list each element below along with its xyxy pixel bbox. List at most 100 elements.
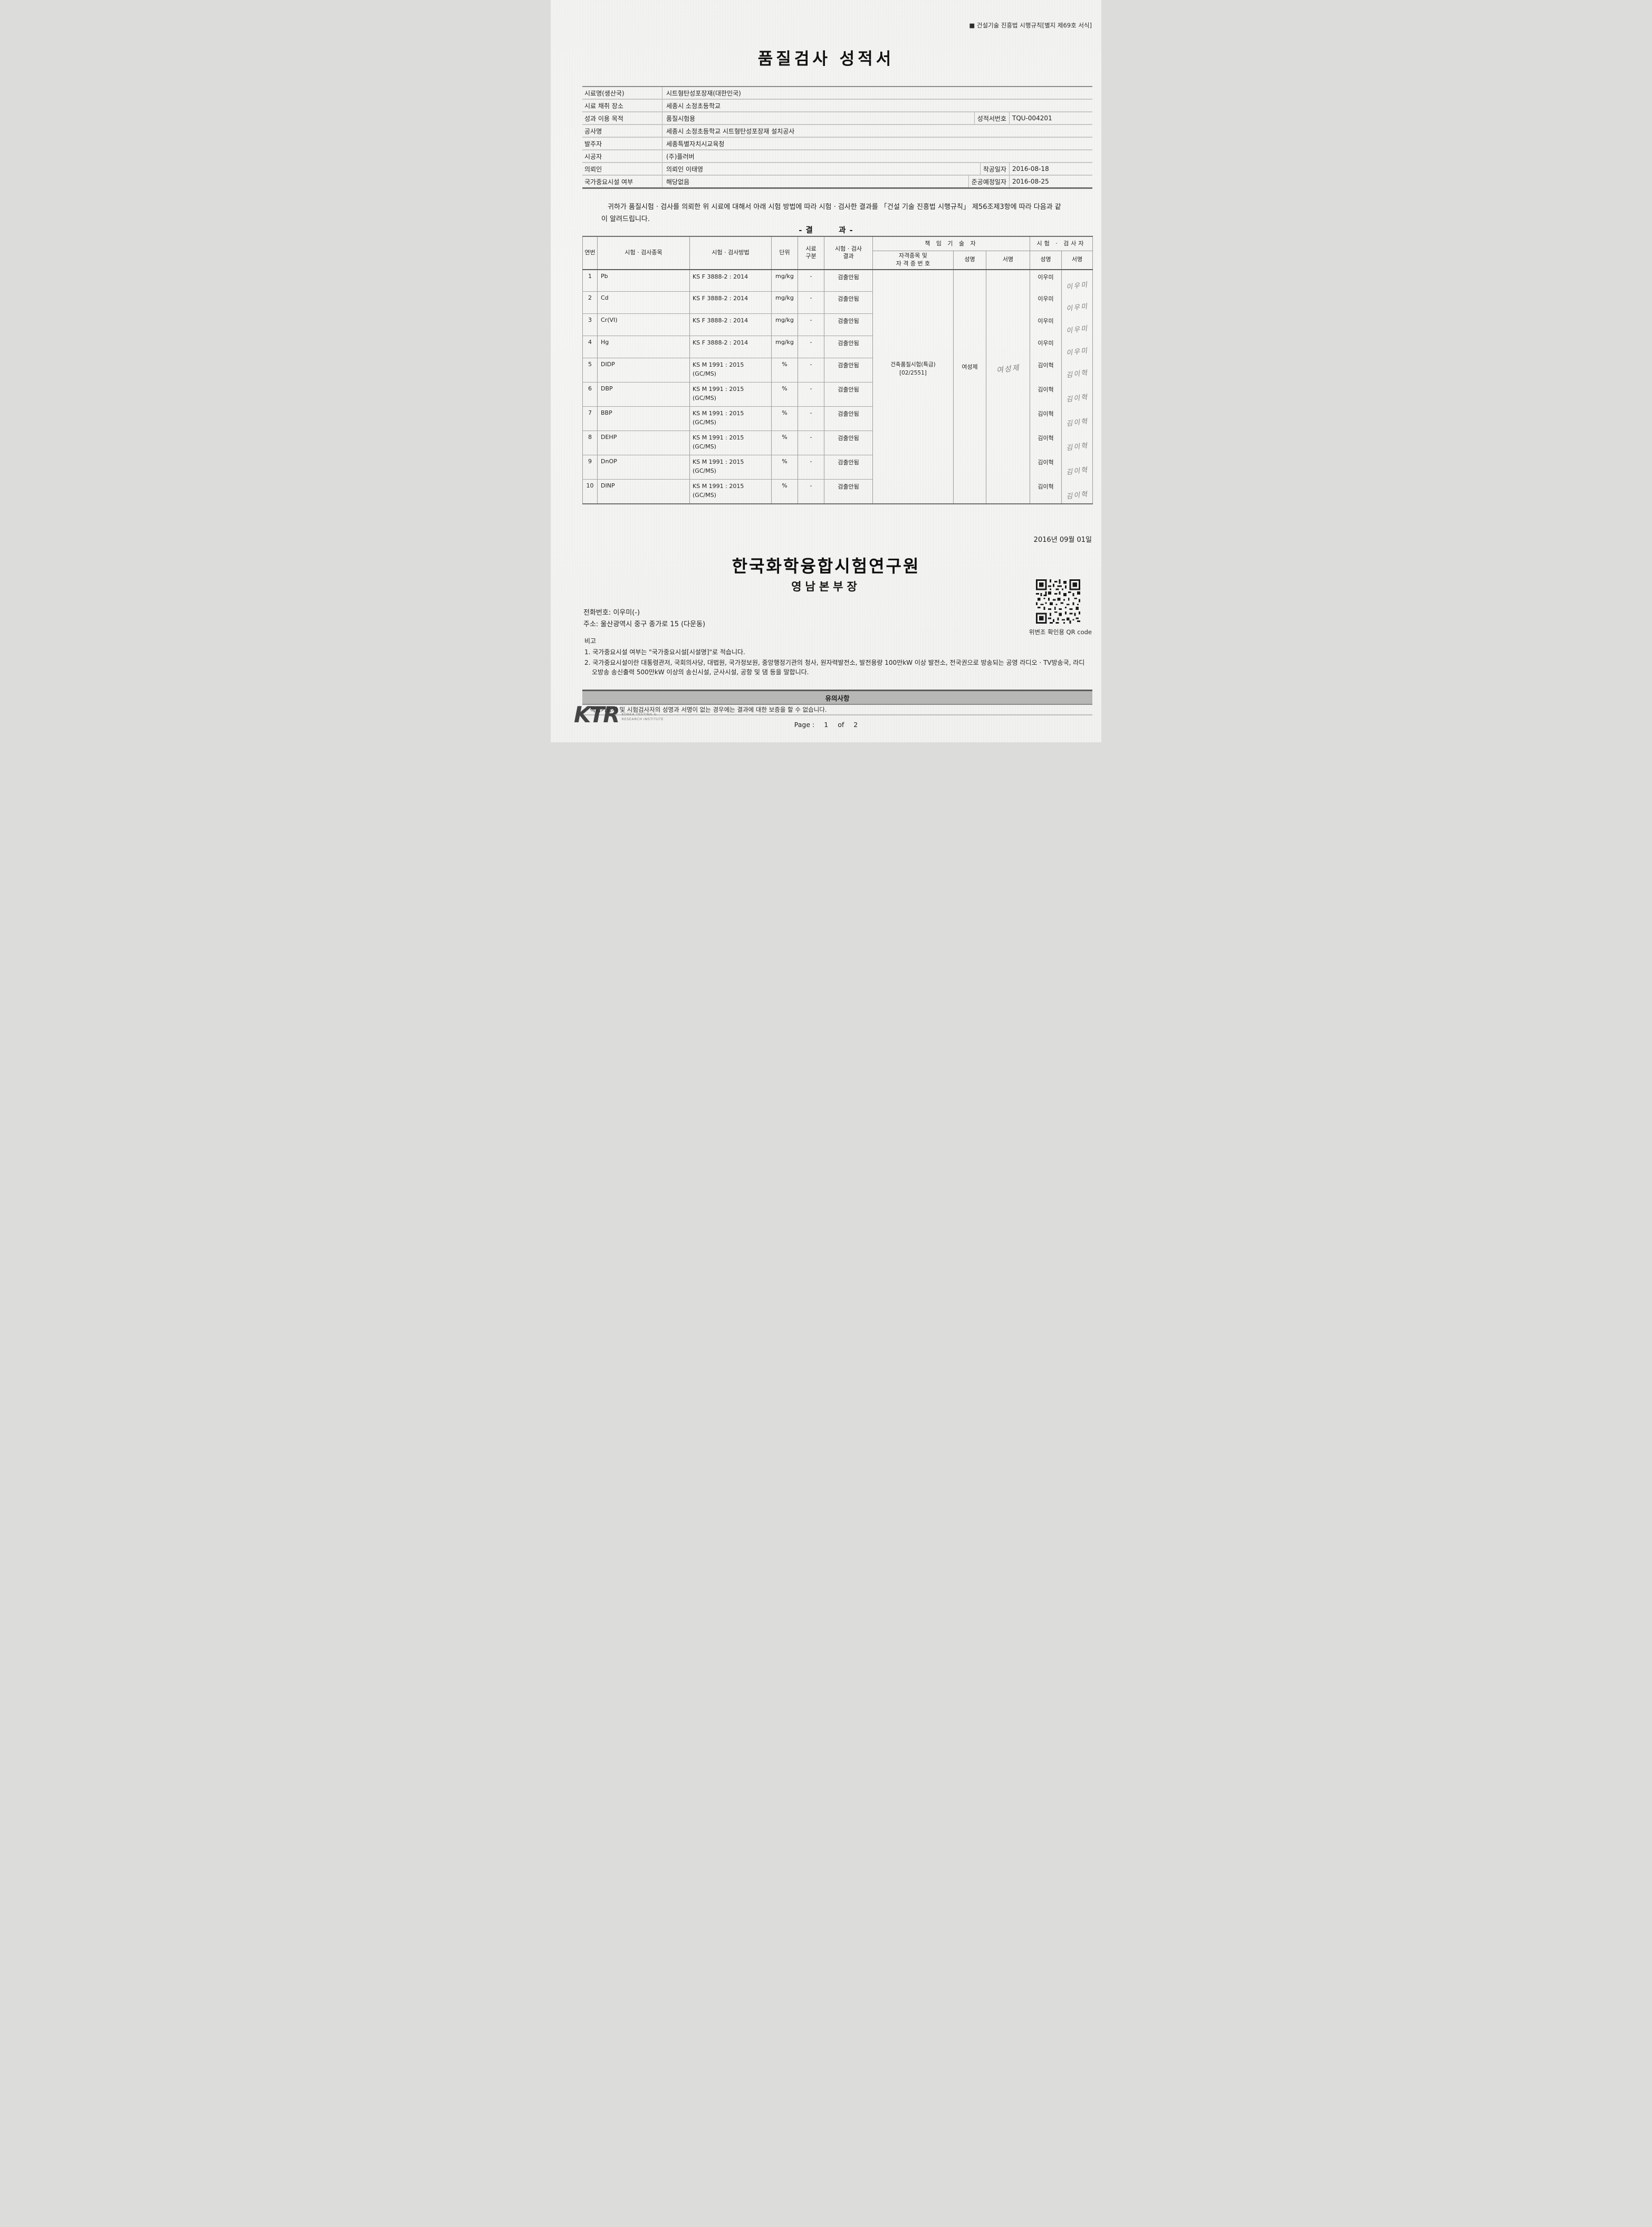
report-no-value: TQU-004201 <box>1009 112 1092 124</box>
cell-item: Pb <box>597 269 690 292</box>
responsible-signature-handwriting: 여성제 <box>995 364 1021 375</box>
cell-method: KS M 1991 : 2015 (GC/MS) <box>689 382 772 407</box>
start-date-value: 2016-08-18 <box>1009 163 1092 175</box>
table-row: 10 DINP KS M 1991 : 2015 (GC/MS) % - 검출안… <box>582 479 1093 504</box>
cell-item: DBP <box>597 382 690 407</box>
cell-result: 검출안됨 <box>824 406 873 432</box>
tester-signature-handwriting: 이우미 <box>1065 281 1089 292</box>
col-header-no: 연번 <box>582 236 598 270</box>
cell-tester-signature: 김이혁 <box>1061 406 1093 431</box>
cell-result: 검출안됨 <box>824 291 873 314</box>
cell-method: KS F 3888-2 : 2014 <box>689 313 772 337</box>
cell-no: 6 <box>582 382 598 407</box>
cell-no: 7 <box>582 406 598 432</box>
cell-item: DINP <box>597 479 690 504</box>
cell-result: 검출안됨 <box>824 358 873 383</box>
cell-responsible-name: 여성제 <box>953 269 986 504</box>
cell-method: KS F 3888-2 : 2014 <box>689 269 772 292</box>
page-title: 품질검사 성적서 <box>757 50 895 69</box>
cell-no: 4 <box>582 336 598 359</box>
disclaimer-text: 책임기술자 및 시험검사자의 성명과 서명이 없는 경우에는 결과에 대한 보증… <box>590 706 827 713</box>
tester-signature-handwriting: 김이혁 <box>1065 442 1089 453</box>
info-value: 세종특별자치시교육청 <box>662 138 1092 149</box>
ktr-logo-subtext-2: RESEARCH INSTITUTE <box>621 717 664 722</box>
page-of-label: of <box>838 721 844 729</box>
col-header-result: 시험 · 검사 결과 <box>824 236 873 270</box>
tester-signature-handwriting: 김이혁 <box>1065 466 1089 477</box>
cell-sample: - <box>798 358 824 383</box>
tester-signature-handwriting: 이우미 <box>1065 302 1089 313</box>
notes-heading: 비고 <box>584 637 597 645</box>
cell-unit: % <box>771 455 798 480</box>
table-row: 시료명(생산국) 시트형탄성포장재(대한민국) <box>582 87 1092 100</box>
cell-method: KS M 1991 : 2015 (GC/MS) <box>689 431 772 456</box>
cell-tester-name: 김이혁 <box>1030 431 1062 455</box>
cell-no: 2 <box>582 291 598 314</box>
organization-name: 한국화학융합시험연구원 <box>732 556 920 576</box>
cell-sample: - <box>798 479 824 504</box>
cell-sample: - <box>798 431 824 456</box>
cell-unit: % <box>771 479 798 504</box>
info-label: 공사명 <box>584 127 602 135</box>
results-table: 연번 시험 · 검사종목 시험 · 검사방법 단위 시료 구분 시험 · 검사 … <box>582 236 1093 504</box>
info-label: 국가중요시설 여부 <box>584 178 633 186</box>
col-header-resp-sign: 서명 <box>986 251 1030 270</box>
col-header-sample: 시료 구분 <box>798 236 824 270</box>
info-label: 시료 채취 장소 <box>584 102 623 110</box>
contact-address: 주소: 울산광역시 중구 종가로 15 (다운동) <box>583 620 706 628</box>
cell-result: 검출안됨 <box>824 336 873 359</box>
scanned-report-page: ■ 건설기술 진흥법 시행규칙[별지 제69호 서식] 품질검사 성적서 시료명… <box>551 0 1101 742</box>
cell-tester-signature: 김이혁 <box>1061 479 1093 504</box>
table-row: 공사명 세종시 소정초등학교 시트형탄성포장재 설치공사 <box>582 125 1092 138</box>
tester-signature-handwriting: 김이혁 <box>1065 490 1089 501</box>
table-row: 성과 이용 목적 품질시험용 성적서번호 TQU-004201 <box>582 112 1092 125</box>
cell-sample: - <box>798 336 824 359</box>
cell-method: KS M 1991 : 2015 (GC/MS) <box>689 479 772 504</box>
table-row: 국가중요시설 여부 해당없음 준공예정일자 2016-08-25 <box>582 176 1092 187</box>
cell-tester-name: 김이혁 <box>1030 406 1062 431</box>
qualification-title: 건축품질시험(특급) <box>890 361 936 368</box>
issue-date: 2016년 09월 01일 <box>1033 536 1092 544</box>
cell-no: 8 <box>582 431 598 456</box>
tester-signature-handwriting: 이우미 <box>1065 324 1089 336</box>
tester-signature-handwriting: 이우미 <box>1065 347 1089 358</box>
info-label: 시공자 <box>584 152 602 160</box>
cell-method: KS M 1991 : 2015 (GC/MS) <box>689 358 772 383</box>
group-header-responsible-engineer: 책 임 기 술 자 <box>872 236 1030 251</box>
info-label: 성과 이용 목적 <box>584 114 623 122</box>
start-date-label: 착공일자 <box>979 163 1009 175</box>
cell-tester-name: 이우미 <box>1030 269 1062 292</box>
cell-result: 검출안됨 <box>824 269 873 292</box>
cell-tester-signature: 이우미 <box>1061 291 1093 314</box>
cell-tester-name: 김이혁 <box>1030 382 1062 407</box>
cell-tester-signature: 김이혁 <box>1061 358 1093 383</box>
col-header-method: 시험 · 검사방법 <box>689 236 772 270</box>
col-header-unit: 단위 <box>771 236 798 270</box>
cell-tester-name: 이우미 <box>1030 291 1062 314</box>
cell-no: 9 <box>582 455 598 480</box>
cell-tester-signature: 김이혁 <box>1061 382 1093 407</box>
table-row: 4 Hg KS F 3888-2 : 2014 mg/kg - 검출안됨 이우미… <box>582 336 1093 359</box>
cell-result: 검출안됨 <box>824 479 873 504</box>
tester-signature-handwriting: 김이혁 <box>1065 393 1089 404</box>
cell-item: Cr(VI) <box>597 313 690 337</box>
table-row: 시공자 (주)플러버 <box>582 150 1092 163</box>
ktr-logo-subtext-1: KOREA TESTING & <box>621 712 657 716</box>
cell-result: 검출안됨 <box>824 313 873 337</box>
form-reference: ■ 건설기술 진흥법 시행규칙[별지 제69호 서식] <box>969 22 1092 29</box>
table-row: 시료 채취 장소 세종시 소정초등학교 <box>582 100 1092 112</box>
cell-unit: mg/kg <box>771 313 798 337</box>
table-row: 3 Cr(VI) KS F 3888-2 : 2014 mg/kg - 검출안됨… <box>582 313 1093 337</box>
info-value: 의뢰인 이태영 <box>662 163 980 175</box>
cell-result: 검출안됨 <box>824 382 873 407</box>
note-item-2: 2. 국가중요시설이란 대통령관저, 국회의사당, 대법원, 국가정보원, 중앙… <box>584 659 1085 676</box>
info-label: 의뢰인 <box>584 165 602 173</box>
contact-phone: 전화번호: 이우미(-) <box>583 609 640 617</box>
cell-item: BBP <box>597 406 690 432</box>
qualification-license-no: [02/2551] <box>899 370 927 377</box>
cell-sample: - <box>798 313 824 337</box>
cell-item: Cd <box>597 291 690 314</box>
cell-method: KS M 1991 : 2015 (GC/MS) <box>689 455 772 480</box>
cell-sample: - <box>798 269 824 292</box>
ktr-logo-letters: KTR <box>574 702 620 728</box>
